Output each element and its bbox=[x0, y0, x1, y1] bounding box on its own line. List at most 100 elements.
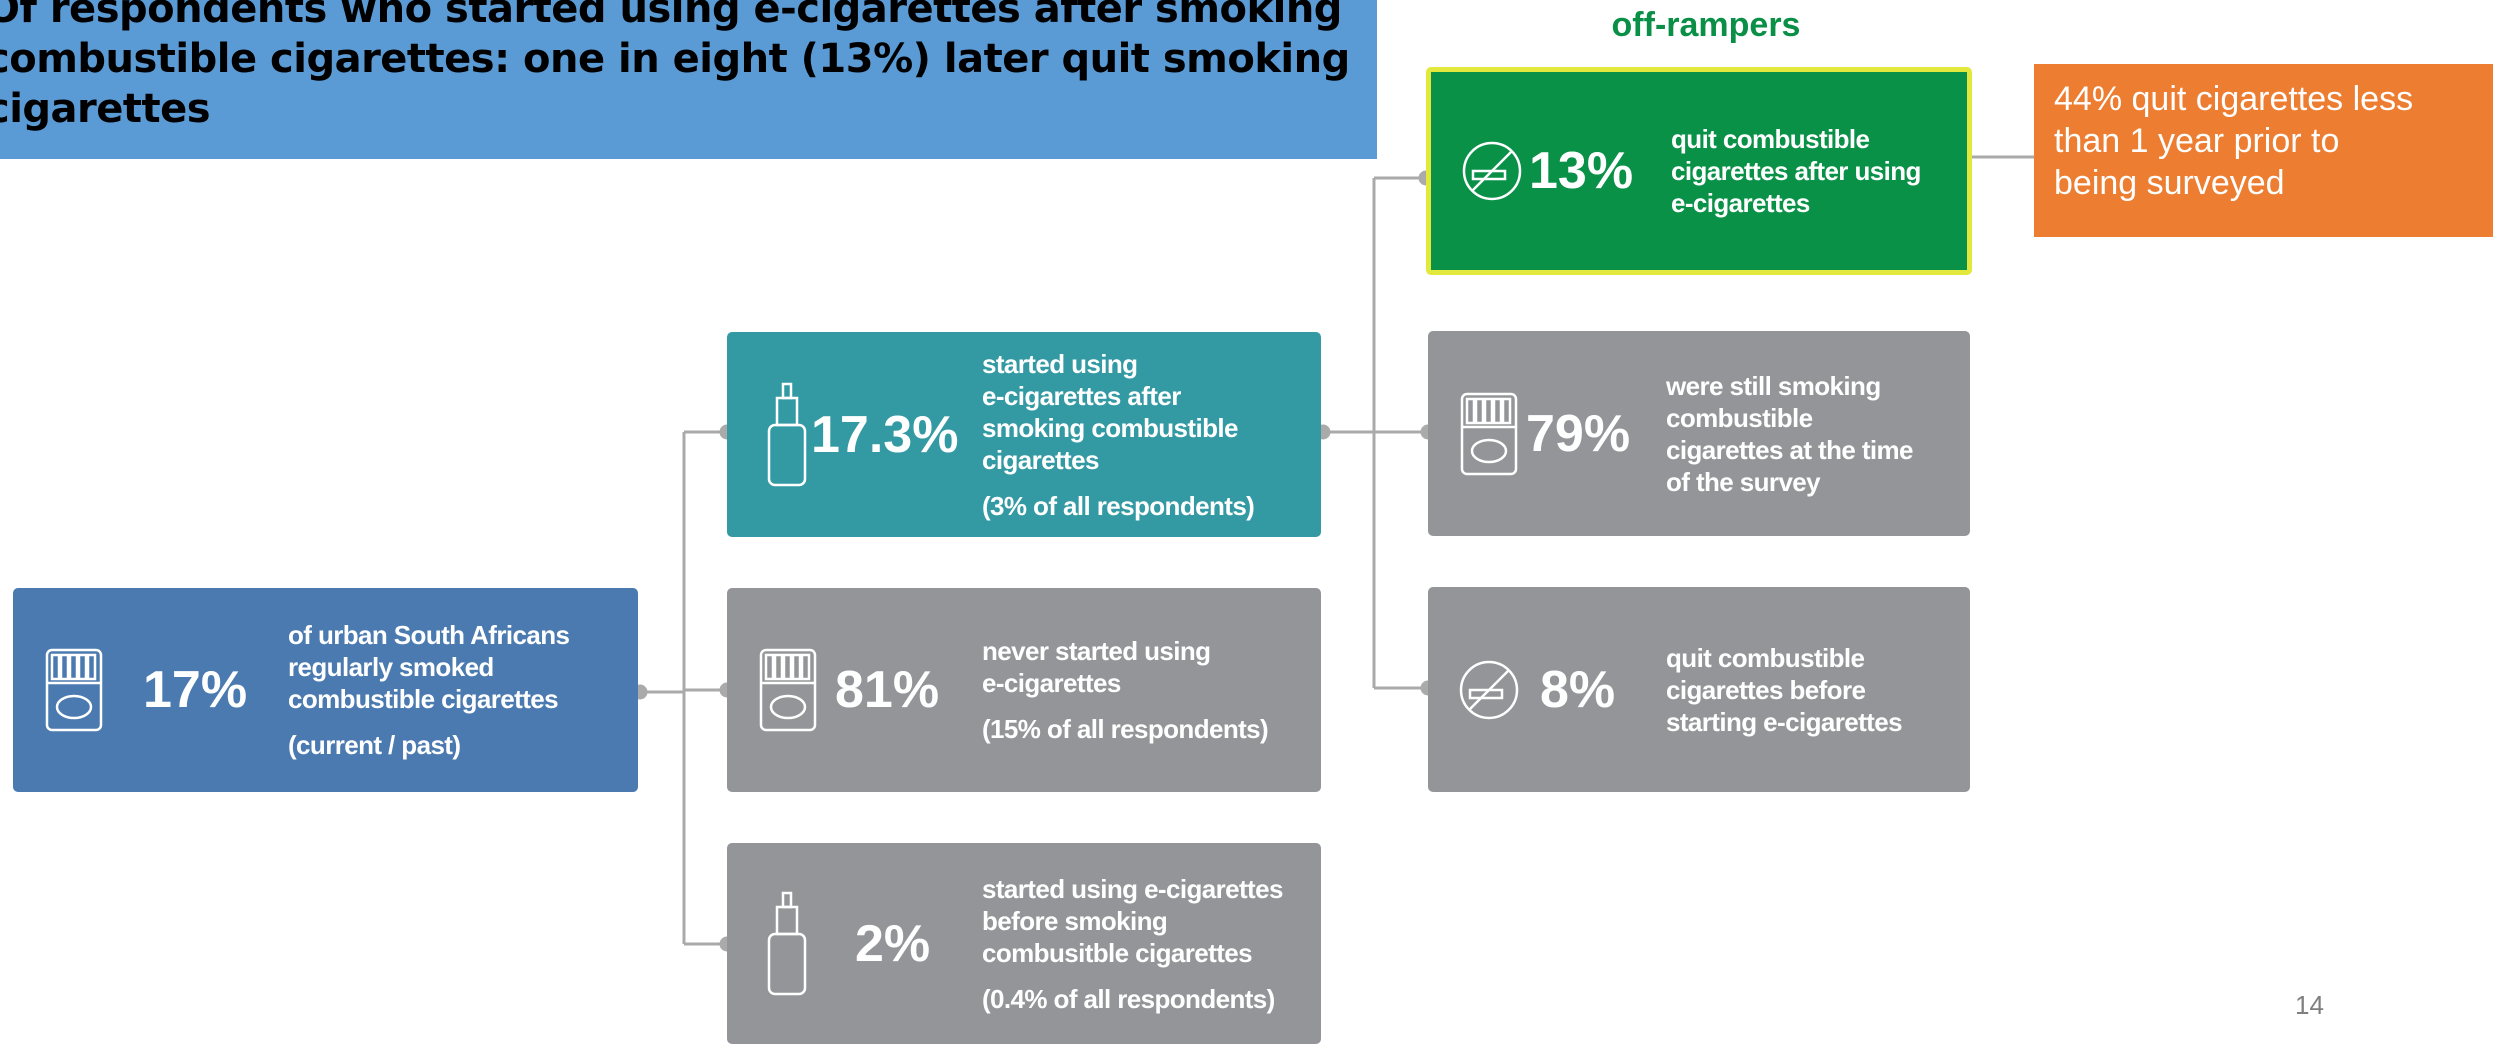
icon-part bbox=[1468, 688, 1504, 699]
icon-part bbox=[775, 396, 799, 426]
description-line: never started using bbox=[982, 636, 1211, 666]
icon-part bbox=[781, 891, 793, 908]
note-line: 44% quit cigarettes less bbox=[2054, 80, 2414, 118]
icon-part bbox=[1474, 397, 1485, 424]
icon-part bbox=[773, 653, 784, 681]
description-line: combusitble cigarettes bbox=[982, 937, 1253, 968]
percent: 81% bbox=[835, 661, 940, 719]
percent: 2% bbox=[855, 914, 931, 973]
description-line: quit combustible bbox=[1671, 124, 1870, 154]
description: started using e-cigarettes before smoking… bbox=[982, 843, 1283, 1044]
description: of urban South Africans regularly smoked c… bbox=[288, 588, 570, 792]
icon-shape bbox=[1459, 660, 1519, 719]
percent: 17% bbox=[143, 661, 248, 719]
icon-part bbox=[55, 694, 93, 720]
note-line: than 1 year prior to bbox=[2054, 122, 2340, 160]
icon-part bbox=[86, 653, 97, 681]
title-banner: Of respondents who started using e-cigar… bbox=[0, 0, 1377, 159]
description-line: combustible cigarettes bbox=[288, 684, 559, 714]
description: quit combustible cigarettes after using e-… bbox=[1671, 72, 1921, 270]
description-line: of the survey bbox=[1666, 466, 1821, 497]
icon-part bbox=[781, 382, 793, 399]
icon-part bbox=[759, 648, 817, 732]
group-label: off-rampers bbox=[1611, 6, 1801, 44]
icon-part bbox=[791, 653, 802, 681]
description-line: e-cigarettes after bbox=[982, 380, 1181, 411]
icon-part bbox=[68, 653, 79, 681]
icon-shape bbox=[767, 382, 807, 486]
icon-shape bbox=[759, 648, 817, 732]
icon-part bbox=[767, 423, 807, 486]
description-line: e-cigarettes bbox=[1671, 188, 1810, 218]
description-line: e-cigarettes bbox=[982, 668, 1121, 698]
description: started using e-cigarettes after smoking c… bbox=[982, 332, 1255, 537]
box: 81% never started using e-cigarettes (15% o… bbox=[727, 588, 1321, 792]
icon-part bbox=[800, 653, 811, 681]
icon-part bbox=[1501, 397, 1512, 424]
icon-part bbox=[1465, 397, 1476, 424]
icon bbox=[1462, 141, 1522, 201]
icon-shape bbox=[45, 648, 103, 732]
icon bbox=[1460, 392, 1518, 475]
icon-shape bbox=[767, 891, 807, 995]
icon bbox=[767, 382, 807, 486]
description: were still smoking combustible cigarettes … bbox=[1666, 331, 1913, 536]
icon-part bbox=[59, 653, 70, 681]
percent: 13% bbox=[1529, 142, 1634, 200]
icon-part bbox=[1471, 169, 1507, 181]
box: 13% quit combustible cigarettes after usin… bbox=[1426, 67, 1972, 275]
description-line: started using e-cigarettes bbox=[982, 873, 1283, 904]
icon-part bbox=[1470, 438, 1508, 463]
box: 2% started using e-cigarettes before smoki… bbox=[727, 843, 1321, 1044]
icon-part bbox=[764, 653, 775, 681]
description: never started using e-cigarettes (15% of a… bbox=[982, 588, 1269, 792]
icon-part bbox=[769, 694, 807, 720]
description-sub: (15% of all respondents) bbox=[982, 714, 1269, 744]
icon-part bbox=[1459, 660, 1519, 719]
icon bbox=[45, 648, 103, 732]
description-line: combustible bbox=[1666, 402, 1813, 433]
percent: 8% bbox=[1540, 660, 1616, 719]
icon-shape bbox=[1462, 141, 1522, 201]
icon bbox=[759, 648, 817, 732]
description-line: cigarettes bbox=[982, 444, 1099, 475]
description-line: regularly smoked bbox=[288, 652, 494, 682]
icon-part bbox=[782, 653, 793, 681]
title-line: cigarettes bbox=[0, 86, 211, 132]
icon-part bbox=[45, 648, 103, 732]
description-line: of urban South Africans bbox=[288, 620, 570, 650]
icon-shape bbox=[1460, 392, 1518, 475]
description-line: smoking combustible bbox=[982, 412, 1238, 443]
description-line: were still smoking bbox=[1666, 370, 1881, 401]
icon-part bbox=[1492, 397, 1503, 424]
description-line: cigarettes before bbox=[1666, 674, 1866, 705]
description-line: cigarettes at the time bbox=[1666, 434, 1913, 465]
box: 79% were still smoking combustible cigarett… bbox=[1428, 331, 1970, 536]
description-line: starting e-cigarettes bbox=[1666, 706, 1903, 737]
note-line: being surveyed bbox=[2054, 164, 2285, 202]
description-sub: (current / past) bbox=[288, 730, 461, 760]
note-box: 44% quit cigarettes less than 1 year prio… bbox=[2034, 64, 2493, 237]
box: 17% of urban South Africans regularly smok… bbox=[13, 588, 638, 792]
icon-part bbox=[1460, 392, 1518, 475]
icon-part bbox=[775, 905, 799, 935]
icon-part bbox=[1462, 141, 1522, 201]
icon-part bbox=[767, 932, 807, 995]
icon bbox=[767, 891, 807, 995]
description-line: started using bbox=[982, 348, 1138, 379]
description-sub: (0.4% of all respondents) bbox=[982, 983, 1275, 1014]
description-sub: (3% of all respondents) bbox=[982, 490, 1255, 521]
page-number: 14 bbox=[2295, 990, 2324, 1020]
percent: 79% bbox=[1526, 404, 1631, 463]
description-line: quit combustible bbox=[1666, 642, 1865, 673]
box: 8% quit combustible cigarettes before start… bbox=[1428, 587, 1970, 792]
box: 17.3% started using e-cigarettes after smok… bbox=[727, 332, 1321, 537]
percent: 17.3% bbox=[811, 405, 959, 464]
icon-part bbox=[77, 653, 88, 681]
icon-part bbox=[50, 653, 61, 681]
description-line: before smoking bbox=[982, 905, 1168, 936]
description: quit combustible cigarettes before startin… bbox=[1666, 587, 1903, 792]
title-line: Of respondents who started using e-cigar… bbox=[0, 0, 1342, 32]
icon-part bbox=[1483, 397, 1494, 424]
